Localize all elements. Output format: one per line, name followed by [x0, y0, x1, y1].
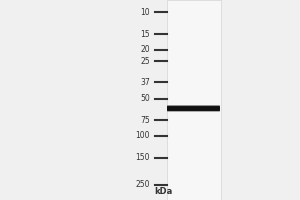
- Text: 20: 20: [140, 45, 150, 54]
- Text: 75: 75: [140, 116, 150, 125]
- Text: kDa: kDa: [154, 187, 172, 196]
- Text: 150: 150: [136, 153, 150, 162]
- Bar: [167, 0, 220, 200]
- Text: 15: 15: [140, 30, 150, 39]
- Text: 10: 10: [140, 8, 150, 17]
- Text: 37: 37: [140, 78, 150, 87]
- Text: 250: 250: [136, 180, 150, 189]
- Text: 50: 50: [140, 94, 150, 103]
- Text: 100: 100: [136, 131, 150, 140]
- Text: 25: 25: [140, 57, 150, 66]
